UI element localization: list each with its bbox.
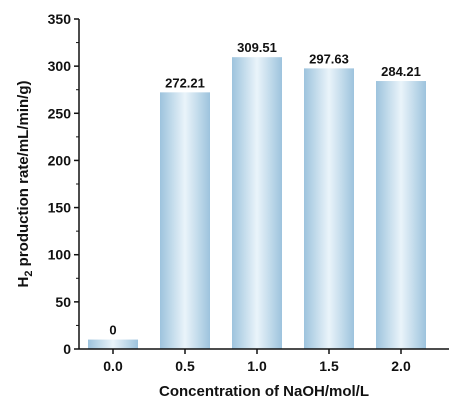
- y-ticks-group: 0 50 100 150 200 250 300 350: [48, 11, 79, 357]
- data-label-1.5: 297.63: [309, 51, 349, 66]
- y-tick-label-150: 150: [48, 200, 72, 216]
- y-tick-label-300: 300: [48, 58, 72, 74]
- data-label-0.0: 0: [109, 323, 116, 338]
- y-tick-label-250: 250: [48, 105, 72, 121]
- y-axis-title-prefix: H: [15, 277, 32, 288]
- y-tick-label-0: 0: [63, 341, 71, 357]
- data-label-0.5: 272.21: [165, 75, 205, 90]
- x-tick-label-2.0: 2.0: [391, 358, 411, 374]
- y-tick-label-350: 350: [48, 11, 72, 27]
- bar-1.5: [304, 68, 354, 349]
- bars-group: [88, 57, 426, 350]
- bar-1.0: [232, 57, 282, 350]
- y-tick-label-50: 50: [55, 294, 71, 310]
- y-axis-title-subscript: 2: [23, 271, 35, 277]
- x-tick-label-1.0: 1.0: [247, 358, 267, 374]
- data-label-2.0: 284.21: [381, 64, 421, 79]
- y-axis-title-suffix: production rate/mL/min/g): [15, 81, 32, 271]
- data-labels-group: 0 272.21 309.51 297.63 284.21: [109, 40, 421, 337]
- x-tick-label-1.5: 1.5: [319, 358, 339, 374]
- y-tick-label-100: 100: [48, 247, 72, 263]
- bar-0.0: [88, 339, 138, 349]
- y-axis-title: H2 production rate/mL/min/g): [15, 81, 35, 288]
- x-axis-title: Concentration of NaOH/mol/L: [159, 383, 369, 400]
- bar-0.5: [160, 92, 210, 350]
- data-label-1.0: 309.51: [237, 40, 277, 55]
- x-ticks-group: 0.0 0.5 1.0 1.5 2.0: [103, 349, 411, 374]
- x-tick-label-0.5: 0.5: [175, 358, 195, 374]
- bar-2.0: [376, 81, 426, 349]
- y-tick-label-200: 200: [48, 152, 72, 168]
- x-tick-label-0.0: 0.0: [103, 358, 123, 374]
